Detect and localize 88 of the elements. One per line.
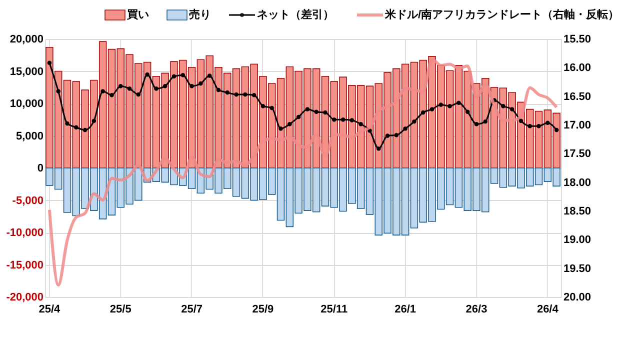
point — [456, 100, 461, 105]
x-tick-label: 25/11 — [320, 304, 348, 316]
x-tick-label: 26/4 — [536, 304, 560, 316]
point — [340, 118, 346, 122]
x-tick-label: 25/4 — [38, 304, 62, 316]
legend-label: 米ドル/南アフリカランドレート（右軸・反転） — [384, 8, 620, 21]
y2-tick-label: 18.50 — [564, 206, 592, 218]
point — [56, 89, 60, 94]
y-tick-label: 5,000 — [16, 130, 44, 142]
point — [483, 119, 488, 124]
point — [536, 124, 541, 128]
point — [82, 128, 88, 132]
point — [118, 84, 123, 88]
point — [430, 107, 434, 112]
y2-tick-label: 16.50 — [564, 90, 592, 103]
y-tick-label: 10,000 — [10, 98, 44, 110]
point — [501, 104, 506, 108]
legend-label: 買い — [126, 9, 149, 21]
point — [510, 107, 514, 112]
point — [358, 122, 363, 126]
y2-tick-label: 19.50 — [564, 262, 592, 275]
x-tick-label: 25/9 — [252, 304, 274, 316]
y-tick-label: -15,000 — [6, 259, 44, 272]
point — [296, 114, 301, 120]
point — [127, 86, 132, 91]
point — [465, 110, 470, 114]
point — [65, 121, 70, 126]
point — [260, 104, 266, 108]
y2-tick-label: 16.00 — [564, 62, 592, 74]
point — [154, 86, 158, 91]
y-tick-label: -10,000 — [6, 227, 44, 239]
point — [350, 118, 354, 122]
point — [518, 118, 524, 124]
point — [207, 74, 212, 78]
point — [420, 110, 426, 115]
y2-tick-label: 20.00 — [564, 292, 592, 304]
y2-tick-label: 19.00 — [564, 234, 592, 246]
x-tick-label: 26/1 — [394, 304, 416, 316]
point — [172, 74, 176, 79]
point — [546, 120, 550, 125]
point — [252, 93, 256, 98]
y-tick-label: -5,000 — [12, 194, 44, 207]
point — [234, 92, 238, 97]
point — [216, 88, 221, 92]
y2-tick-label: 15.50 — [564, 34, 592, 46]
point — [110, 93, 114, 98]
x-tick-label: 25/7 — [181, 304, 203, 316]
x-tick-label: 26/3 — [466, 304, 488, 316]
y-tick-label: -20,000 — [6, 292, 44, 304]
y-tick-label: 15,000 — [10, 66, 44, 78]
y-tick-label: 20,000 — [10, 34, 44, 46]
point — [412, 119, 416, 124]
point — [314, 110, 318, 114]
point — [92, 118, 96, 124]
point — [385, 134, 390, 138]
point — [100, 89, 105, 94]
y-tick-label: 0 — [37, 162, 44, 174]
line-series — [48, 58, 558, 286]
point — [225, 90, 230, 95]
y2-tick-label: 18.00 — [564, 176, 592, 189]
point — [332, 118, 336, 122]
point — [288, 122, 292, 126]
point — [243, 92, 248, 97]
point — [47, 60, 52, 65]
x-tick-label: 25/5 — [110, 304, 132, 316]
point — [438, 102, 444, 107]
point — [198, 81, 203, 86]
point — [180, 73, 186, 78]
legend-label: ネット（差引） — [257, 8, 334, 21]
point — [528, 124, 532, 128]
y2-tick-label: 17.00 — [564, 120, 592, 132]
point — [305, 107, 310, 112]
point — [74, 125, 78, 130]
point — [474, 122, 479, 126]
point — [554, 128, 559, 132]
point — [136, 92, 141, 97]
point — [190, 84, 194, 88]
point — [448, 104, 452, 108]
point — [403, 126, 408, 131]
point — [145, 72, 150, 77]
point — [278, 126, 283, 131]
legend-label: 売り — [189, 8, 211, 21]
point — [376, 146, 381, 151]
y2-tick-label: 17.50 — [564, 148, 592, 160]
point — [323, 110, 328, 115]
point — [162, 84, 168, 88]
point — [394, 132, 399, 138]
point — [270, 106, 274, 110]
